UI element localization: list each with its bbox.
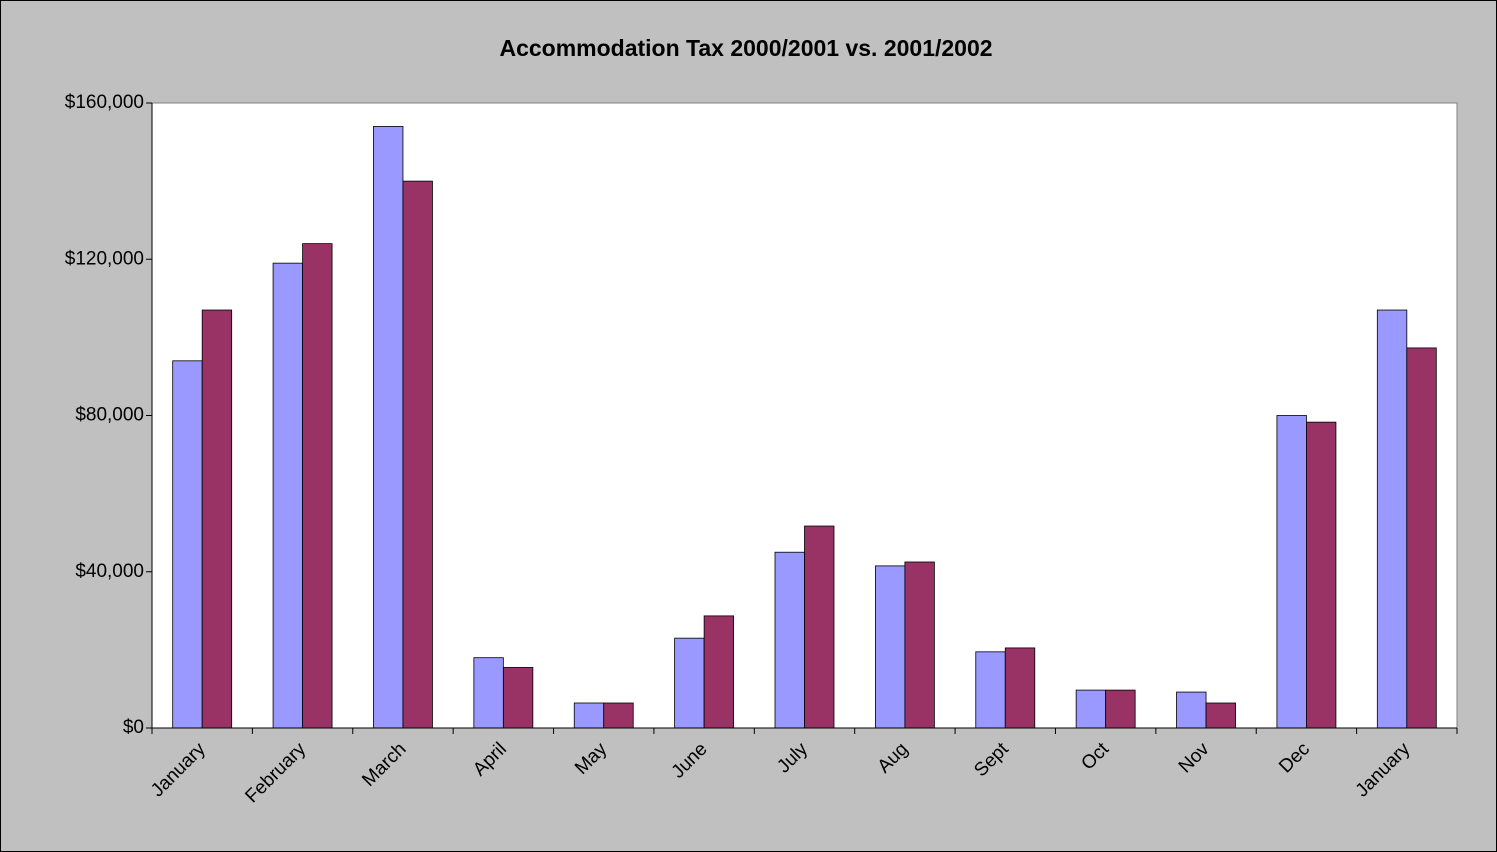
bar xyxy=(1105,689,1136,729)
bar xyxy=(774,551,805,729)
bar xyxy=(874,565,906,729)
bar xyxy=(703,615,735,729)
bar xyxy=(1004,647,1036,729)
bar xyxy=(1276,415,1307,729)
bar xyxy=(1306,421,1337,729)
bar xyxy=(373,126,404,729)
bar xyxy=(1075,689,1107,729)
bar xyxy=(804,525,835,729)
y-tick-label: $120,000 xyxy=(65,248,144,269)
bar xyxy=(603,702,634,729)
bar xyxy=(904,561,935,729)
bar xyxy=(201,309,233,729)
bar xyxy=(1205,702,1236,729)
bar xyxy=(402,180,433,729)
chart-title: Accommodation Tax 2000/2001 vs. 2001/200… xyxy=(499,35,992,61)
bar xyxy=(573,702,605,729)
bar xyxy=(172,360,203,729)
bar xyxy=(1176,691,1207,729)
bar xyxy=(1376,309,1408,729)
bar xyxy=(975,651,1006,729)
y-tick-label: $80,000 xyxy=(75,405,144,426)
bar xyxy=(1406,347,1437,729)
bar xyxy=(674,637,705,729)
bar xyxy=(302,243,333,729)
y-tick-label: $160,000 xyxy=(65,92,144,113)
y-tick-label: $40,000 xyxy=(75,561,144,582)
y-tick-label: $0 xyxy=(123,717,144,738)
bar xyxy=(272,262,303,729)
bar xyxy=(473,657,504,729)
bar xyxy=(502,667,534,729)
